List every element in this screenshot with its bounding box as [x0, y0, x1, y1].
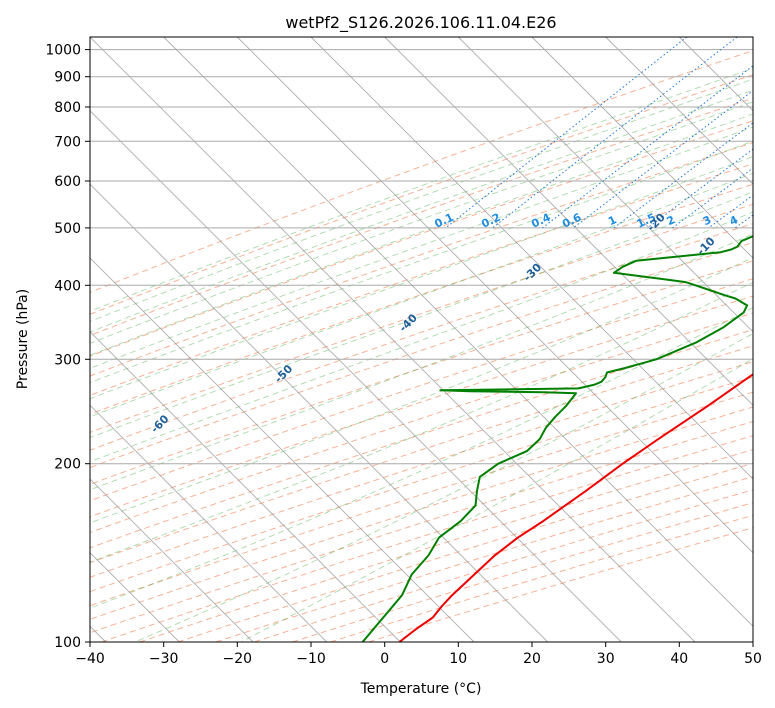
isotherm-line	[531, 37, 753, 259]
isotherm-line	[310, 37, 753, 480]
moist-adiabat-line	[90, 156, 753, 400]
x-tick-label: 0	[380, 651, 389, 667]
isotherm-line	[90, 478, 254, 642]
x-tick-label: −40	[75, 651, 105, 667]
mixing-ratio-line	[542, 65, 753, 229]
axes: −40 −30 −20 −10 0 10 20 30 40 50 100 200 300 400 500 60…	[45, 43, 762, 667]
y-tick-label: 500	[54, 221, 81, 237]
isotherm-line	[384, 37, 753, 406]
x-tick-label: 40	[670, 651, 688, 667]
x-tick-label: 10	[449, 651, 467, 667]
moist-adiabat-line	[90, 172, 753, 418]
dry-adiabat-line	[177, 462, 753, 642]
x-tick-label: −20	[223, 651, 253, 667]
plot-background	[90, 37, 753, 642]
dry-adiabat-line	[215, 476, 753, 642]
y-tick-label: 600	[54, 174, 81, 190]
y-tick-label: 700	[54, 134, 81, 150]
dry-adiabat-line	[90, 50, 753, 293]
dry-adiabat-line	[90, 376, 753, 593]
isotherm-line	[236, 37, 753, 554]
x-tick-label: 30	[597, 651, 615, 667]
isotherm-line	[90, 257, 475, 642]
y-tick-label: 200	[54, 457, 81, 473]
dry-adiabat-line	[90, 329, 753, 549]
moist-adiabat-line	[90, 257, 753, 524]
dry-adiabat-line	[90, 241, 753, 469]
dry-adiabat-line	[90, 142, 753, 377]
x-axis-title: Temperature (°C)	[360, 681, 482, 697]
dry-adiabat-line	[368, 527, 753, 642]
moist-adiabat-line	[134, 332, 753, 642]
isotherm-line	[90, 37, 696, 642]
chart-title: wetPf2_S126.2026.106.11.04.E26	[285, 13, 556, 33]
moist-adiabat-line	[240, 358, 753, 642]
y-tick-label: 800	[54, 100, 81, 116]
dry-adiabat-line	[90, 278, 753, 502]
y-tick-label: 300	[54, 352, 81, 368]
y-tick-label: 400	[54, 278, 81, 294]
isotherm-line	[90, 110, 622, 642]
dry-adiabat-line	[101, 435, 753, 642]
isotherm-line	[163, 37, 753, 627]
mixing-ratio-line	[492, 37, 738, 229]
y-tick-label: 900	[54, 70, 81, 86]
dewpoint-profile-line	[361, 235, 753, 642]
moist-adiabat-line	[90, 78, 753, 322]
plot-frame	[89, 36, 754, 643]
dry-adiabat-line	[90, 361, 753, 578]
x-tick-label: −30	[149, 651, 179, 667]
dry-adiabat-line	[90, 223, 753, 451]
moist-adiabat-line	[90, 281, 753, 563]
moist-adiabat-line	[90, 101, 753, 344]
background-lines	[90, 37, 753, 642]
dry-adiabat-line	[90, 120, 753, 357]
mixing-ratio-line	[672, 167, 753, 229]
moist-adiabat-line	[90, 113, 753, 356]
moist-adiabat-line	[90, 211, 753, 463]
isotherm-line	[90, 183, 549, 642]
isotherm-line	[605, 37, 753, 185]
profile-series	[361, 235, 753, 642]
moist-adiabat-line	[90, 233, 753, 491]
isotherm-line	[752, 37, 753, 38]
isotherm-line	[90, 404, 328, 642]
dry-adiabat-line	[90, 183, 753, 415]
dry-adiabat-label: -70	[28, 459, 51, 482]
dry-adiabat-line	[90, 97, 753, 337]
dry-adiabat-line	[90, 406, 753, 620]
y-tick-label: 100	[54, 635, 81, 651]
dry-adiabat-line	[292, 502, 753, 642]
y-tick-label: 1000	[45, 43, 81, 59]
isotherm-line	[90, 331, 401, 642]
mixing-ratio-label: 6	[766, 213, 775, 228]
x-tick-label: 20	[523, 651, 541, 667]
y-axis-title: Pressure (hPa)	[15, 289, 31, 389]
x-tick-label: −10	[296, 651, 326, 667]
mixing-ratio-line	[572, 90, 753, 229]
dry-adiabat-line	[90, 312, 753, 534]
isotherm-line	[457, 37, 753, 333]
x-tick-label: 50	[744, 651, 762, 667]
moist-adiabat-line	[90, 140, 753, 384]
temperature-profile-line	[398, 373, 753, 642]
